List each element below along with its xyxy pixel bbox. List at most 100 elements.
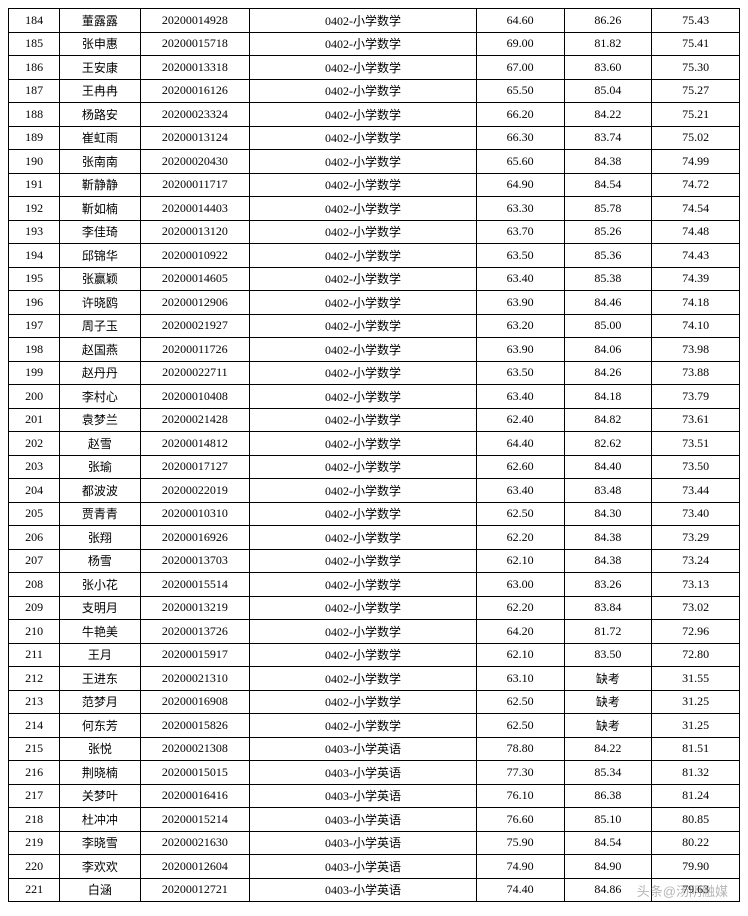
cell-score1: 62.50 bbox=[476, 714, 564, 738]
cell-score3: 73.51 bbox=[652, 432, 740, 456]
table-row: 211王月202000159170402-小学数学62.1083.5072.80 bbox=[9, 643, 740, 667]
cell-subject: 0403-小学英语 bbox=[250, 878, 477, 902]
cell-score2: 83.60 bbox=[564, 56, 652, 80]
cell-index: 219 bbox=[9, 831, 60, 855]
table-row: 187王冉冉202000161260402-小学数学65.5085.0475.2… bbox=[9, 79, 740, 103]
cell-subject: 0402-小学数学 bbox=[250, 126, 477, 150]
cell-subject: 0402-小学数学 bbox=[250, 573, 477, 597]
cell-id: 20200016416 bbox=[140, 784, 250, 808]
cell-score1: 63.30 bbox=[476, 197, 564, 221]
cell-subject: 0402-小学数学 bbox=[250, 361, 477, 385]
cell-subject: 0402-小学数学 bbox=[250, 103, 477, 127]
table-row: 190张南南202000204300402-小学数学65.6084.3874.9… bbox=[9, 150, 740, 174]
cell-score1: 62.40 bbox=[476, 408, 564, 432]
cell-score3: 75.02 bbox=[652, 126, 740, 150]
cell-score1: 62.10 bbox=[476, 549, 564, 573]
cell-score1: 62.10 bbox=[476, 643, 564, 667]
cell-score3: 73.79 bbox=[652, 385, 740, 409]
table-row: 212王进东202000213100402-小学数学63.10缺考31.55 bbox=[9, 667, 740, 691]
cell-subject: 0403-小学英语 bbox=[250, 831, 477, 855]
cell-index: 221 bbox=[9, 878, 60, 902]
cell-name: 崔虹雨 bbox=[60, 126, 140, 150]
table-row: 195张赢颖202000146050402-小学数学63.4085.3874.3… bbox=[9, 267, 740, 291]
cell-id: 20200021428 bbox=[140, 408, 250, 432]
cell-name: 贾青青 bbox=[60, 502, 140, 526]
cell-id: 20200016126 bbox=[140, 79, 250, 103]
cell-score2: 83.50 bbox=[564, 643, 652, 667]
cell-index: 197 bbox=[9, 314, 60, 338]
cell-subject: 0402-小学数学 bbox=[250, 690, 477, 714]
cell-index: 186 bbox=[9, 56, 60, 80]
cell-score1: 75.90 bbox=[476, 831, 564, 855]
cell-score3: 75.30 bbox=[652, 56, 740, 80]
cell-score3: 73.98 bbox=[652, 338, 740, 362]
cell-score2: 84.26 bbox=[564, 361, 652, 385]
cell-subject: 0403-小学英语 bbox=[250, 761, 477, 785]
cell-score2: 84.54 bbox=[564, 831, 652, 855]
table-row: 193李佳琦202000131200402-小学数学63.7085.2674.4… bbox=[9, 220, 740, 244]
cell-score2: 84.22 bbox=[564, 103, 652, 127]
cell-score1: 62.60 bbox=[476, 455, 564, 479]
cell-subject: 0402-小学数学 bbox=[250, 150, 477, 174]
cell-id: 20200016908 bbox=[140, 690, 250, 714]
cell-score1: 76.10 bbox=[476, 784, 564, 808]
cell-score3: 72.80 bbox=[652, 643, 740, 667]
cell-subject: 0403-小学英语 bbox=[250, 808, 477, 832]
cell-score1: 74.90 bbox=[476, 855, 564, 879]
cell-score3: 81.51 bbox=[652, 737, 740, 761]
cell-name: 白涵 bbox=[60, 878, 140, 902]
cell-subject: 0402-小学数学 bbox=[250, 79, 477, 103]
cell-name: 靳如楠 bbox=[60, 197, 140, 221]
cell-score1: 69.00 bbox=[476, 32, 564, 56]
cell-score2: 83.84 bbox=[564, 596, 652, 620]
cell-index: 189 bbox=[9, 126, 60, 150]
cell-score2: 85.04 bbox=[564, 79, 652, 103]
table-row: 209支明月202000132190402-小学数学62.2083.8473.0… bbox=[9, 596, 740, 620]
cell-score1: 64.90 bbox=[476, 173, 564, 197]
cell-score3: 72.96 bbox=[652, 620, 740, 644]
table-row: 186王安康202000133180402-小学数学67.0083.6075.3… bbox=[9, 56, 740, 80]
cell-id: 20200013703 bbox=[140, 549, 250, 573]
cell-subject: 0402-小学数学 bbox=[250, 314, 477, 338]
cell-id: 20200021308 bbox=[140, 737, 250, 761]
cell-name: 周子玉 bbox=[60, 314, 140, 338]
cell-index: 195 bbox=[9, 267, 60, 291]
cell-index: 207 bbox=[9, 549, 60, 573]
cell-score2: 84.18 bbox=[564, 385, 652, 409]
cell-id: 20200022711 bbox=[140, 361, 250, 385]
cell-score1: 67.00 bbox=[476, 56, 564, 80]
cell-score1: 64.20 bbox=[476, 620, 564, 644]
cell-name: 都波波 bbox=[60, 479, 140, 503]
cell-score3: 75.27 bbox=[652, 79, 740, 103]
table-row: 192靳如楠202000144030402-小学数学63.3085.7874.5… bbox=[9, 197, 740, 221]
cell-name: 荆晓楠 bbox=[60, 761, 140, 785]
cell-subject: 0402-小学数学 bbox=[250, 408, 477, 432]
cell-score3: 74.99 bbox=[652, 150, 740, 174]
cell-score2: 84.82 bbox=[564, 408, 652, 432]
cell-score3: 74.54 bbox=[652, 197, 740, 221]
table-row: 219李晓雪202000216300403-小学英语75.9084.5480.2… bbox=[9, 831, 740, 855]
cell-id: 20200017127 bbox=[140, 455, 250, 479]
cell-score3: 73.24 bbox=[652, 549, 740, 573]
cell-score2: 84.38 bbox=[564, 150, 652, 174]
table-row: 184董露露202000149280402-小学数学64.6086.2675.4… bbox=[9, 9, 740, 33]
cell-score2: 85.36 bbox=[564, 244, 652, 268]
table-row: 214何东芳202000158260402-小学数学62.50缺考31.25 bbox=[9, 714, 740, 738]
cell-subject: 0402-小学数学 bbox=[250, 432, 477, 456]
cell-score1: 63.40 bbox=[476, 267, 564, 291]
cell-subject: 0402-小学数学 bbox=[250, 291, 477, 315]
cell-score2: 84.22 bbox=[564, 737, 652, 761]
table-row: 198赵国燕202000117260402-小学数学63.9084.0673.9… bbox=[9, 338, 740, 362]
cell-subject: 0402-小学数学 bbox=[250, 173, 477, 197]
cell-name: 张申惠 bbox=[60, 32, 140, 56]
table-row: 208张小花202000155140402-小学数学63.0083.2673.1… bbox=[9, 573, 740, 597]
cell-id: 20200014928 bbox=[140, 9, 250, 33]
cell-id: 20200020430 bbox=[140, 150, 250, 174]
cell-name: 杜冲冲 bbox=[60, 808, 140, 832]
cell-score1: 63.10 bbox=[476, 667, 564, 691]
cell-id: 20200015718 bbox=[140, 32, 250, 56]
cell-index: 185 bbox=[9, 32, 60, 56]
cell-score2: 85.10 bbox=[564, 808, 652, 832]
cell-id: 20200021630 bbox=[140, 831, 250, 855]
cell-score3: 31.25 bbox=[652, 714, 740, 738]
